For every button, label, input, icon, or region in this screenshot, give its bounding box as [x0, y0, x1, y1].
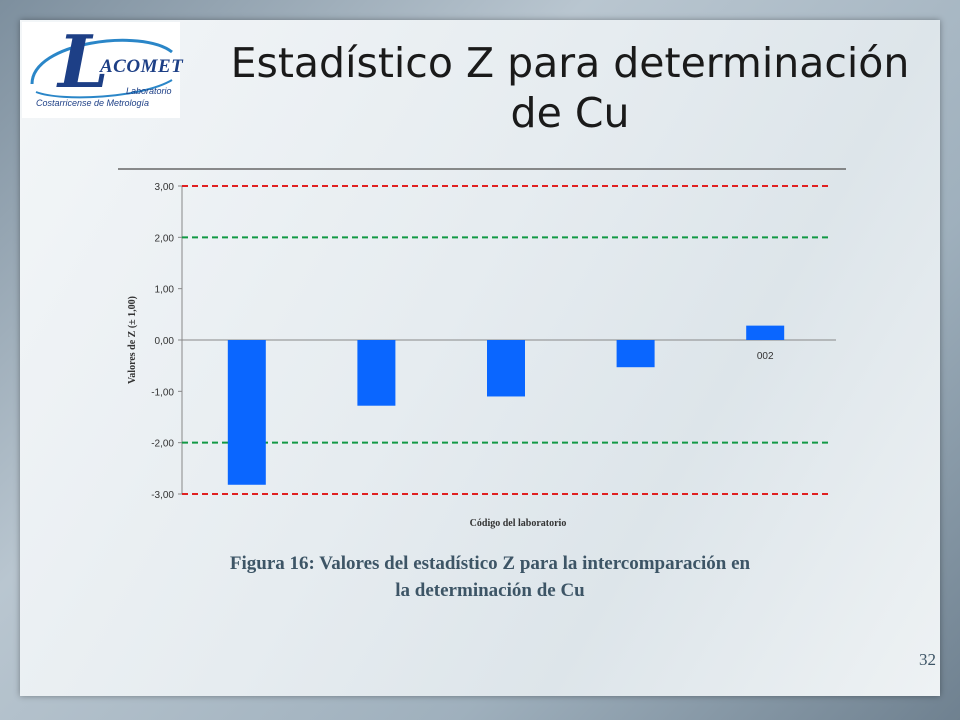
bar: [616, 340, 655, 368]
logo-letter: L: [58, 19, 109, 104]
y-tick-label: 3,00: [155, 182, 175, 193]
logo-subtitle-2: Costarricense de Metrología: [36, 98, 150, 108]
page-number: 32: [919, 650, 936, 669]
y-tick-label: -1,00: [151, 387, 174, 398]
y-axis-title: Valores de Z (± 1,00): [127, 296, 138, 384]
logo-swoosh: [30, 38, 173, 99]
z-score-bar-chart: 3,00 2,00 1,00 0,00 -1,00 -2,00 -3,00 002 Valore…: [118, 168, 846, 529]
logo-name: ACOMET: [100, 56, 184, 77]
y-tick-label: 0,00: [155, 336, 175, 347]
logo-subtitle-1: Laboratorio: [126, 86, 172, 96]
slide-title: Estadístico Z para determinación de Cu: [230, 39, 910, 137]
lacomet-logo: L ACOMET Laboratorio Costarricense de Me…: [22, 19, 184, 118]
y-tick-label: 1,00: [155, 285, 175, 296]
bar: [357, 340, 396, 406]
x-axis-title: Código del laboratorio: [470, 518, 567, 529]
y-tick-label: 2,00: [155, 233, 175, 244]
bar: [746, 325, 785, 340]
y-tick-label: -3,00: [151, 490, 174, 501]
slide: L ACOMET Laboratorio Costarricense de Me…: [20, 20, 940, 696]
figure-caption: Figura 16: Valores del estadístico Z par…: [229, 553, 751, 601]
bar: [487, 340, 525, 397]
bar: [227, 340, 266, 485]
x-category-label: 002: [757, 351, 774, 362]
y-tick-label: -2,00: [151, 439, 174, 450]
